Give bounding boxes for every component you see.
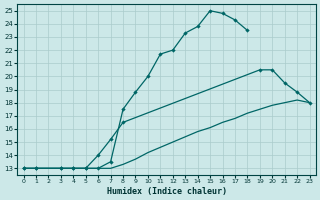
- X-axis label: Humidex (Indice chaleur): Humidex (Indice chaleur): [107, 187, 227, 196]
